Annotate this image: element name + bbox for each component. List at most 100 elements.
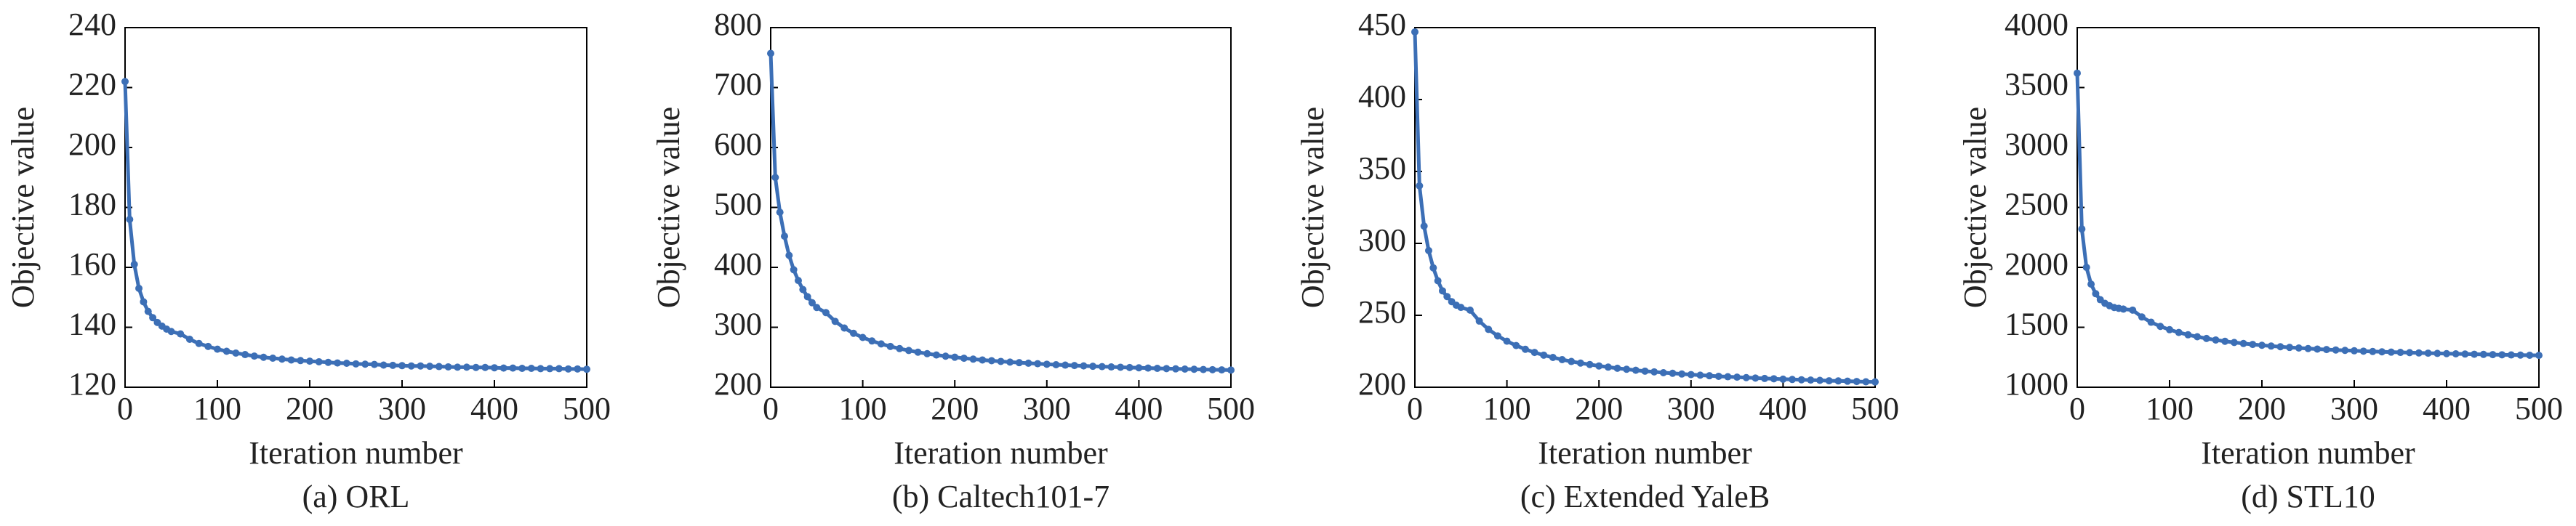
objective-marker <box>960 355 968 363</box>
objective-marker <box>1062 361 1070 369</box>
objective-marker <box>1006 358 1014 366</box>
y-tick-label: 250 <box>1358 294 1406 330</box>
objective-marker <box>537 365 545 373</box>
y-tick-label: 140 <box>68 307 116 342</box>
objective-marker <box>1089 363 1097 371</box>
objective-marker <box>426 363 434 371</box>
objective-marker <box>2175 328 2183 336</box>
objective-marker <box>1853 378 1861 386</box>
objective-marker <box>896 344 904 352</box>
objective-marker <box>886 342 894 350</box>
objective-marker <box>499 364 507 372</box>
objective-marker <box>1098 363 1106 371</box>
x-tick-label: 500 <box>2515 391 2563 426</box>
objective-marker <box>1080 362 1088 370</box>
panel-caption: (a) ORL <box>302 479 410 514</box>
objective-marker <box>361 360 369 368</box>
objective-marker <box>1834 377 1842 385</box>
objective-marker <box>1844 377 1852 385</box>
objective-marker <box>342 360 350 367</box>
objective-marker <box>859 333 867 341</box>
objective-marker <box>2498 351 2506 359</box>
objective-marker <box>241 351 249 359</box>
objective-marker <box>2322 346 2330 354</box>
objective-marker <box>1752 374 1760 382</box>
y-tick-label: 400 <box>1358 78 1406 114</box>
x-tick-label: 500 <box>1207 391 1255 426</box>
objective-marker <box>1797 376 1805 384</box>
y-axis-label: Objective value <box>1295 107 1331 308</box>
objective-marker <box>1678 370 1686 378</box>
objective-marker <box>2230 339 2238 347</box>
x-tick-label: 0 <box>117 391 133 426</box>
objective-marker <box>1604 363 1612 371</box>
objective-marker <box>444 363 452 371</box>
objective-marker <box>297 357 305 365</box>
objective-marker <box>2424 349 2432 357</box>
objective-marker <box>315 357 323 365</box>
objective-marker <box>1434 277 1442 285</box>
objective-marker <box>1807 376 1815 384</box>
objective-marker <box>287 356 295 364</box>
plot-frame <box>124 27 587 388</box>
plot-frame <box>770 27 1232 388</box>
objective-marker <box>1024 359 1032 367</box>
objective-marker <box>2314 345 2322 353</box>
objective-marker <box>849 329 857 337</box>
objective-line <box>769 53 1232 372</box>
objective-marker <box>1190 365 1198 373</box>
objective-marker <box>2359 347 2367 355</box>
objective-marker <box>1163 365 1171 373</box>
objective-marker <box>1172 365 1180 373</box>
y-tick-label: 200 <box>68 126 116 162</box>
objective-marker <box>491 364 498 372</box>
y-tick-label: 350 <box>1358 150 1406 186</box>
objective-marker <box>1443 293 1451 301</box>
objective-marker <box>2387 348 2395 356</box>
objective-marker <box>135 284 143 292</box>
objective-marker <box>2443 349 2450 357</box>
objective-marker <box>2461 350 2469 358</box>
objective-marker <box>1070 362 1078 370</box>
objective-marker <box>2535 352 2543 360</box>
y-tick-label: 2000 <box>2005 246 2069 282</box>
objective-marker <box>564 365 572 373</box>
x-tick-label: 400 <box>1115 391 1163 426</box>
objective-marker <box>1438 287 1446 295</box>
objective-marker <box>1424 246 1432 254</box>
objective-marker <box>1493 332 1501 340</box>
objective-marker <box>454 363 462 371</box>
objective-marker <box>932 351 940 359</box>
objective-marker <box>462 363 470 371</box>
y-tick-label: 700 <box>714 67 762 102</box>
objective-marker <box>1706 372 1714 380</box>
objective-marker <box>1641 367 1649 375</box>
objective-marker <box>2147 318 2155 326</box>
x-axis-label: Iteration number <box>1538 435 1752 471</box>
objective-marker <box>2378 348 2386 356</box>
objective-marker <box>813 304 821 312</box>
objective-marker <box>2092 290 2100 298</box>
y-tick-label: 120 <box>68 366 116 402</box>
objective-marker <box>1687 371 1695 379</box>
x-tick-label: 500 <box>1851 391 1899 426</box>
objective-marker <box>518 365 526 373</box>
objective-marker <box>2489 351 2497 359</box>
objective-marker <box>969 355 977 363</box>
x-tick-label: 200 <box>931 391 979 426</box>
objective-marker <box>435 363 443 371</box>
objective-marker <box>780 232 788 240</box>
objective-marker <box>583 365 590 373</box>
objective-marker <box>2286 344 2294 352</box>
y-tick-label: 220 <box>68 67 116 102</box>
objective-marker <box>2221 337 2229 345</box>
objective-marker <box>204 342 212 350</box>
objective-marker <box>2202 334 2210 342</box>
objective-marker <box>1595 362 1603 370</box>
objective-marker <box>2369 347 2377 355</box>
objective-marker <box>1043 360 1051 368</box>
objective-marker <box>260 353 268 361</box>
objective-marker <box>481 363 489 371</box>
objective-marker <box>2156 323 2164 331</box>
x-tick-label: 300 <box>1667 391 1715 426</box>
